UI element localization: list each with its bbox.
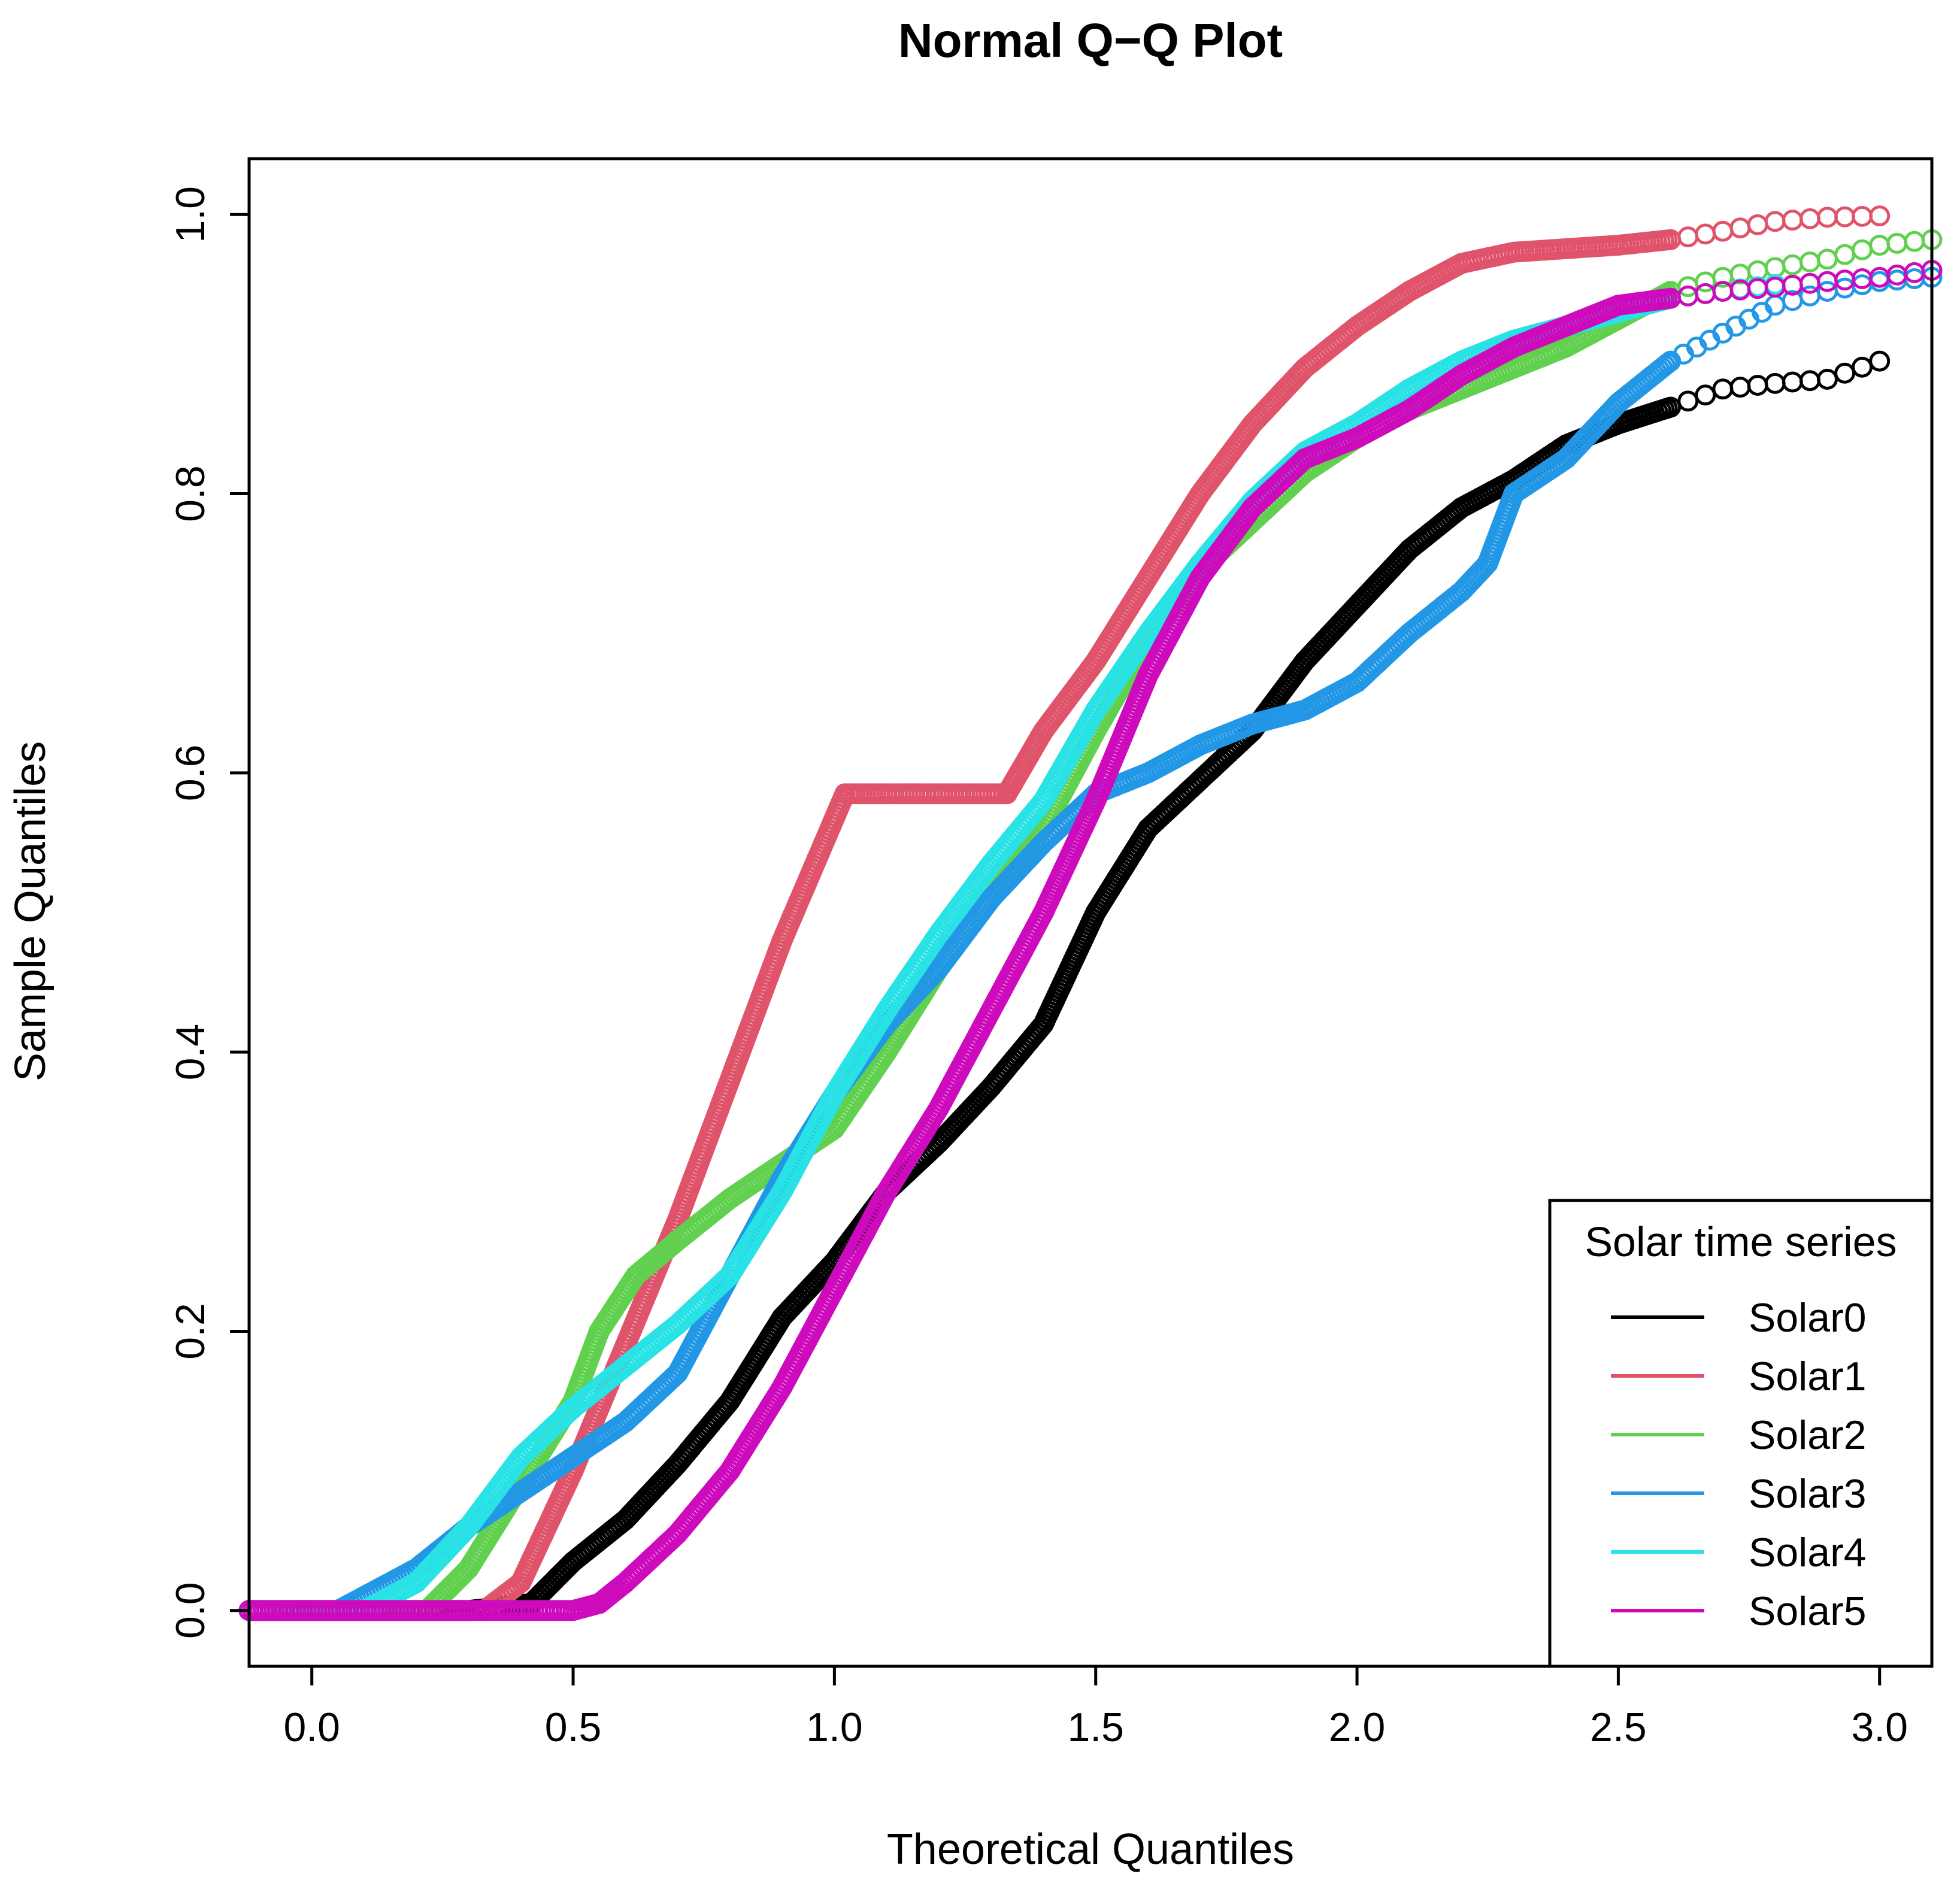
qq-point [1852,356,1873,378]
qq-point [1834,244,1856,265]
legend: Solar time series Solar0Solar1Solar2Sola… [1548,1199,1934,1668]
qq-point [1782,254,1803,275]
legend-label-solar0: Solar0 [1749,1295,1867,1341]
legend-label-solar2: Solar2 [1749,1412,1867,1458]
qq-point [1677,226,1699,248]
qq-point [1695,384,1716,406]
qq-point [1747,214,1768,235]
qq-point [1695,223,1716,245]
qq-point [1834,206,1856,228]
qq-point [1782,371,1803,393]
series-solar1 [238,205,1891,1621]
qq-point [1799,208,1820,229]
series-layer [238,205,1943,1621]
x-axis: 0.0 0.5 1.0 1.5 2.0 2.5 3.0 [283,1665,1908,1750]
legend-items: Solar0 Solar1 Solar2 Solar3 Solar4 Solar5 [1611,1295,1867,1634]
legend-box [1548,1199,1934,1668]
y-tick-label: 1.0 [168,186,213,243]
qq-point [1764,372,1786,394]
legend-label-solar1: Solar1 [1749,1354,1867,1399]
chart-title: Normal Q−Q Plot [898,14,1283,67]
qq-point [1655,354,1676,376]
x-tick-label: 3.0 [1851,1705,1908,1750]
x-tick-label: 2.0 [1329,1705,1386,1750]
qq-point [1712,220,1734,242]
qq-point [1886,232,1908,254]
qq-point [1729,377,1751,398]
qq-point [1834,362,1856,384]
y-axis: 0.0 0.2 0.4 0.6 0.8 1.0 [168,186,249,1639]
series-solar5 [238,260,1943,1621]
qq-point [1817,207,1838,228]
y-axis-label: Sample Quantiles [7,741,54,1081]
qq-point [1657,353,1679,374]
qq-point [1869,235,1891,256]
qq-point [1869,350,1891,372]
qq-point [1904,231,1925,252]
y-tick-label: 0.2 [168,1303,213,1360]
y-tick-label: 0.8 [168,465,213,522]
qq-point [1782,210,1803,231]
x-tick-label: 0.5 [545,1705,602,1750]
qq-point [1852,239,1873,260]
qq-point [1817,368,1838,390]
y-tick-label: 0.4 [168,1024,213,1081]
qq-point [1799,251,1820,272]
y-tick-label: 0.0 [168,1582,213,1639]
qq-point [1677,390,1699,412]
qq-point [1799,370,1820,392]
qq-point [1764,211,1786,232]
x-tick-label: 0.0 [283,1705,340,1750]
qq-point [1712,378,1734,400]
qq-point [1729,217,1751,239]
legend-label-solar4: Solar4 [1749,1530,1867,1575]
legend-title: Solar time series [1585,1218,1897,1265]
qq-point [1799,272,1820,294]
x-tick-label: 2.5 [1590,1705,1647,1750]
qq-point [1869,205,1891,227]
x-tick-label: 1.0 [806,1705,863,1750]
x-axis-label: Theoretical Quantiles [887,1826,1294,1873]
plot-frame [247,157,1934,1668]
qq-point [1852,205,1873,227]
legend-label-solar3: Solar3 [1749,1471,1867,1517]
legend-label-solar5: Solar5 [1749,1588,1867,1634]
qq-point [1817,248,1838,270]
qq-point [1695,283,1716,304]
qq-point [1747,375,1768,396]
y-tick-label: 0.6 [168,745,213,802]
x-tick-label: 1.5 [1067,1705,1124,1750]
